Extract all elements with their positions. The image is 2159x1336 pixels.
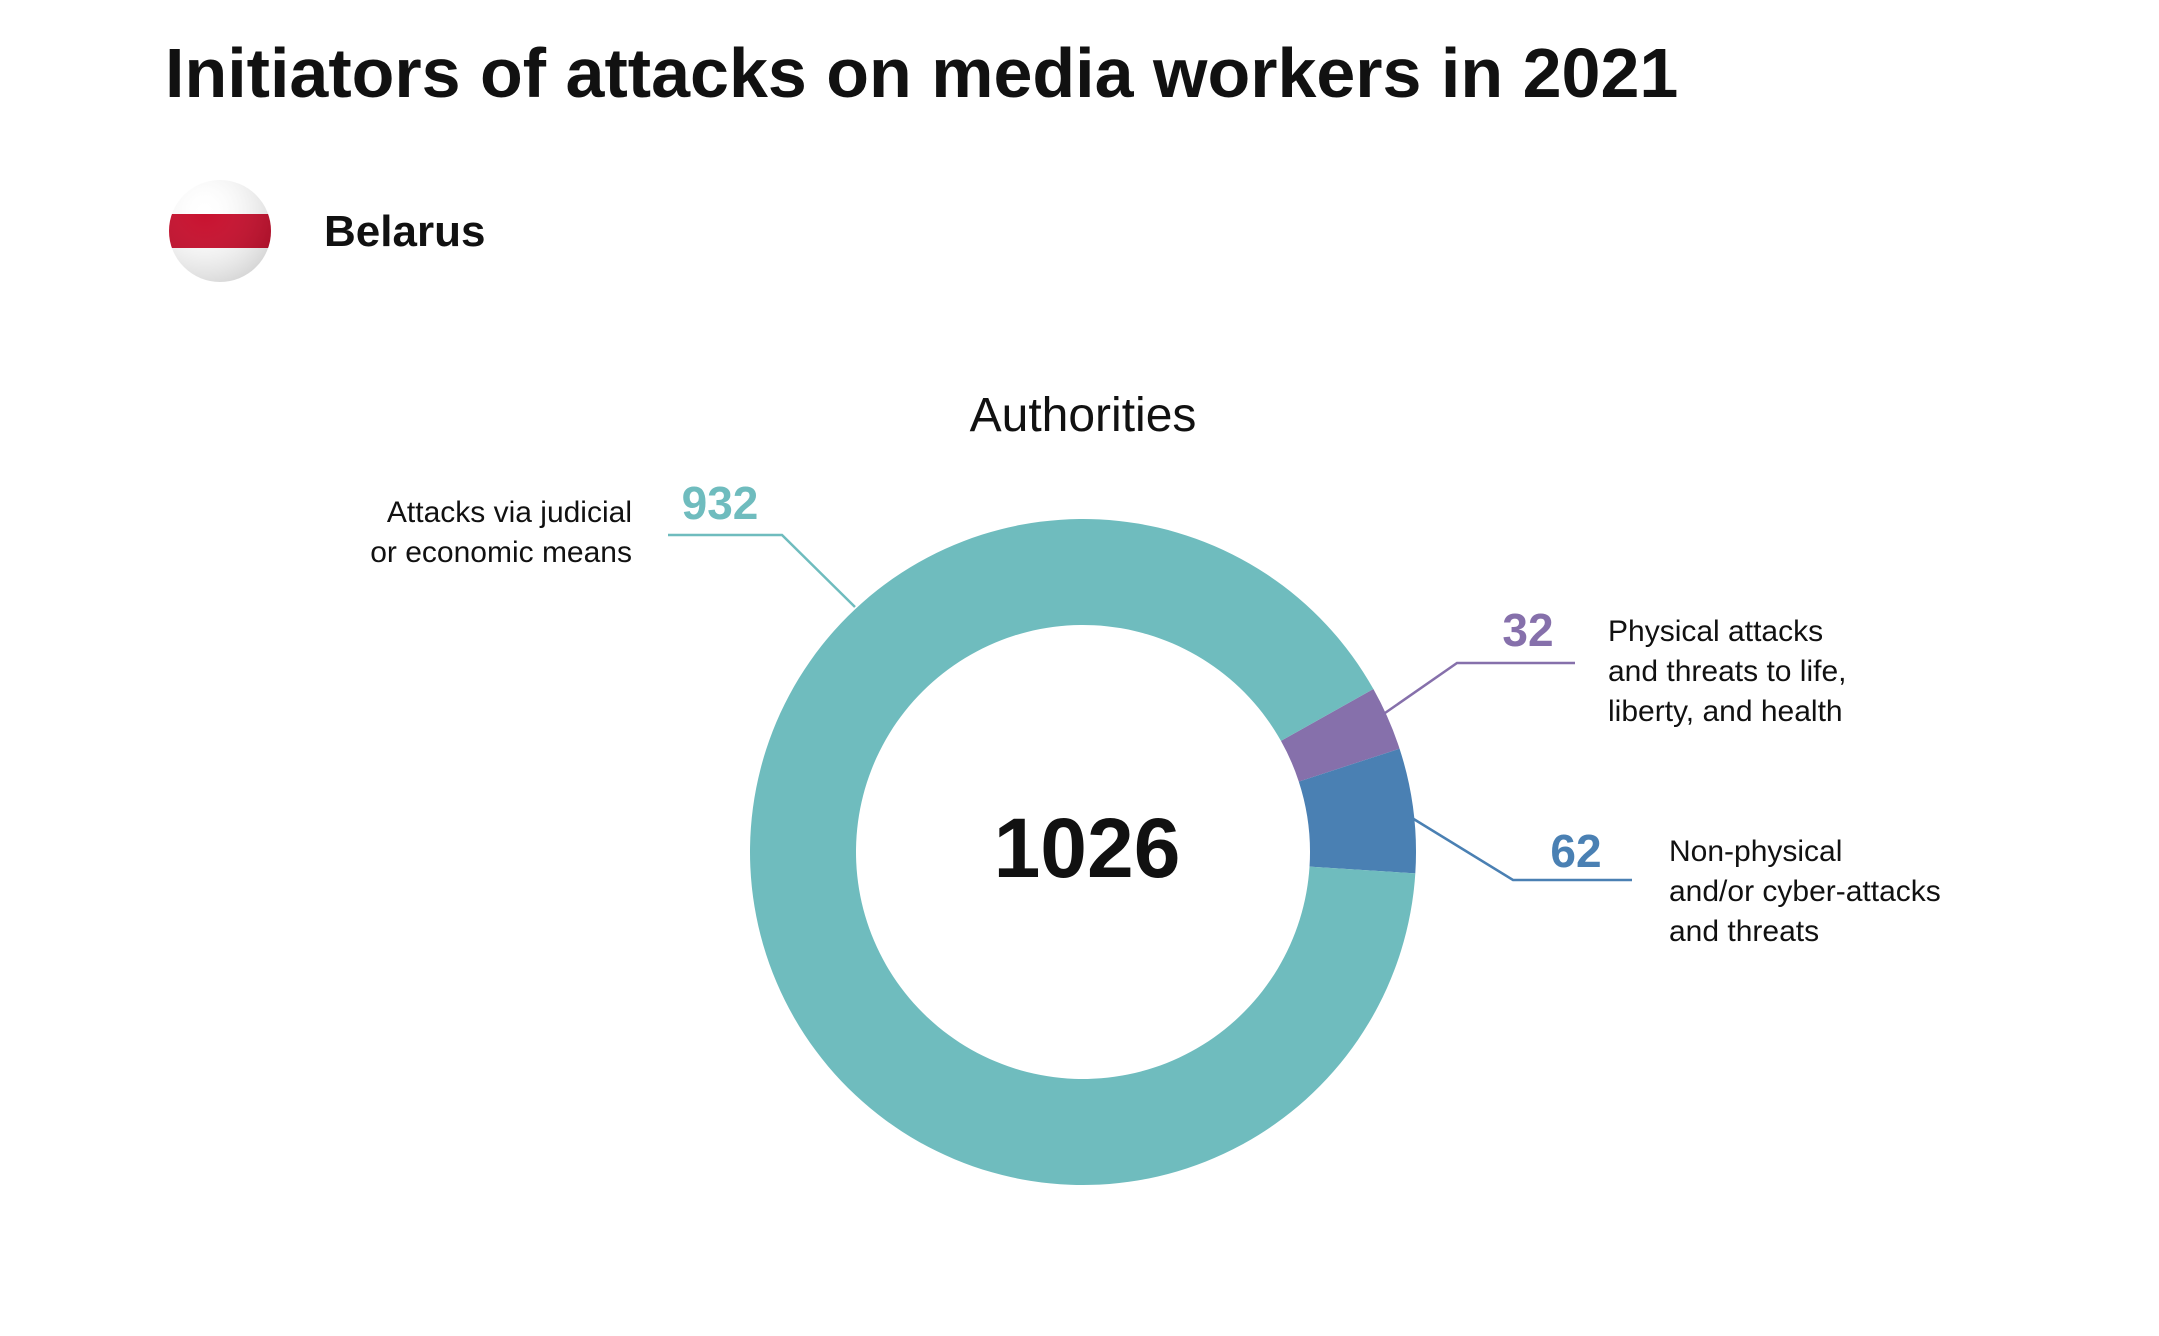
leader-line (1384, 661, 1575, 715)
category-label-line: Non-physical (1669, 835, 1842, 868)
category-label-line: Attacks via judicial (387, 496, 632, 529)
category-label-physical: Physical attacks and threats to life, libe… (1608, 615, 1846, 728)
slice-physical (1280, 689, 1400, 782)
category-label-line: Physical attacks (1608, 615, 1823, 648)
slice-labels: 932 Attacks via judicial or economic means… (370, 477, 1941, 948)
category-label-line: liberty, and health (1608, 695, 1843, 728)
leader-line (668, 533, 856, 608)
leader-lines (668, 533, 1632, 882)
slice-non-physical (1298, 748, 1416, 874)
chart-title: Authorities (970, 389, 1197, 442)
total-value: 1026 (994, 801, 1181, 895)
value-label-physical: 32 (1502, 604, 1553, 656)
value-label-non-physical: 62 (1550, 825, 1601, 877)
category-label-line: and threats (1669, 915, 1819, 948)
page-title: Initiators of attacks on media workers i… (165, 34, 1678, 112)
category-label-line: and threats to life, (1608, 655, 1846, 688)
category-label-line: and/or cyber-attacks (1669, 875, 1941, 908)
leader-line (1411, 816, 1632, 882)
value-label-judicial-economic: 932 (682, 477, 759, 529)
category-label-judicial-economic: Attacks via judicial or economic means (370, 496, 632, 569)
slice-judicial-economic (750, 519, 1416, 1186)
country-label: Belarus (324, 207, 485, 256)
donut-chart (750, 519, 1416, 1186)
category-label-non-physical: Non-physical and/or cyber-attacks and thre… (1669, 835, 1941, 948)
belarus-flag-icon (169, 180, 271, 282)
category-label-line: or economic means (370, 536, 632, 569)
